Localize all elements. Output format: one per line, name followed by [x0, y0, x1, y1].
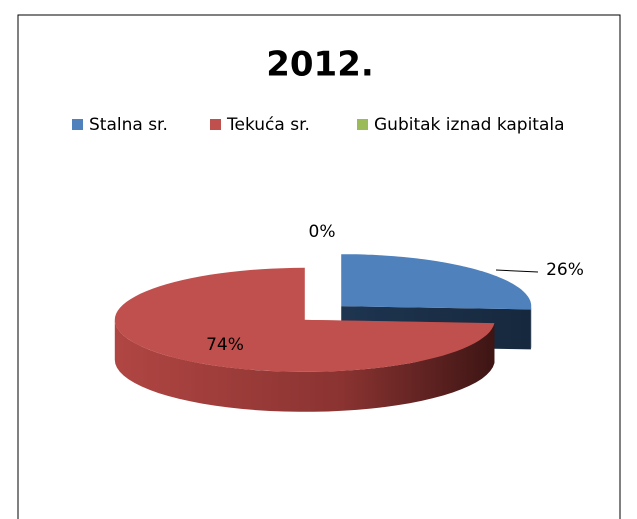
legend-label: Gubitak iznad kapitala [374, 115, 565, 135]
legend-swatch [210, 119, 221, 130]
leader-line [495, 269, 539, 273]
legend-label: Tekuća sr. [226, 115, 310, 135]
legend-swatch [357, 119, 368, 130]
data-label: 26% [546, 260, 584, 280]
data-label: 0% [309, 222, 336, 242]
chart-frame [17, 14, 621, 519]
chart-title: 2012. [266, 45, 374, 85]
legend-label: Stalna sr. [89, 115, 168, 135]
slice-top [341, 254, 532, 310]
legend-swatch [72, 119, 83, 130]
data-label: 74% [206, 335, 244, 355]
pie-slice [114, 267, 495, 412]
slice-top [114, 267, 495, 372]
slice-side [114, 319, 495, 412]
